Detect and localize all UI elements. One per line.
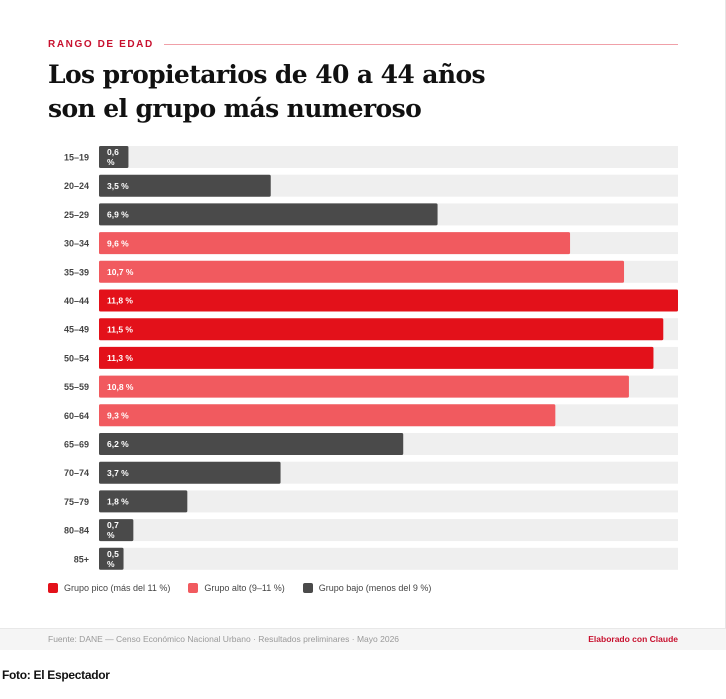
bar-65-69[interactable] — [99, 433, 404, 455]
bar-60-64[interactable] — [99, 404, 556, 427]
credit-link[interactable]: Elaborado con Claude — [588, 634, 678, 644]
bar-50-54[interactable] — [99, 346, 654, 369]
data-label-50-54: 11,3 % — [107, 353, 133, 363]
legend-label-bajo: Grupo bajo (menos del 9 %) — [318, 583, 432, 593]
category-label-60-64: 60–64 — [64, 411, 89, 421]
category-label-45-49: 45–49 — [64, 325, 89, 335]
data-label-15-19: 0,6% — [107, 147, 119, 167]
bar-15-19[interactable] — [99, 146, 129, 168]
chart-title: Los propietarios de 40 a 44 años son el … — [48, 58, 668, 126]
source-note: Fuente: DANE — Censo Económico Nacional … — [48, 634, 400, 644]
data-label-45-49: 11,5 % — [107, 324, 133, 334]
legend-swatch-pico — [48, 583, 58, 593]
kicker-divider — [163, 43, 678, 45]
category-label-65-69: 65–69 — [64, 440, 89, 450]
data-label-65-69: 6,2 % — [107, 439, 129, 449]
data-label-55-59: 10,8 % — [107, 382, 134, 392]
title-line-1: Los propietarios de 40 a 44 años — [48, 60, 486, 89]
bar-70-74[interactable] — [99, 461, 281, 484]
category-label-85plus: 85+ — [74, 554, 89, 564]
legend-label-pico: Grupo pico (más del 11 %) — [64, 583, 171, 593]
title-line-2: son el grupo más numeroso — [48, 94, 422, 123]
data-label-40-44: 11,8 % — [107, 296, 133, 306]
data-label-80-84: 0,7% — [107, 520, 119, 540]
category-label-40-44: 40–44 — [64, 296, 89, 306]
kicker-row: RANGO DE EDAD — [48, 37, 678, 51]
data-label-20-24: 3,5 % — [107, 181, 129, 191]
category-label-75-79: 75–79 — [64, 497, 89, 507]
photo-credit: Foto: El Espectador — [2, 668, 110, 682]
bar-80-84[interactable] — [99, 519, 134, 542]
data-label-60-64: 9,3 % — [107, 411, 129, 421]
bar-25-29[interactable] — [99, 203, 438, 226]
category-label-35-39: 35–39 — [64, 267, 89, 277]
category-label-55-59: 55–59 — [64, 382, 89, 392]
bar-35-39[interactable] — [99, 260, 625, 283]
bar-55-59[interactable] — [99, 375, 629, 398]
data-label-35-39: 10,7 % — [107, 267, 134, 277]
data-label-25-29: 6,9 % — [107, 210, 129, 220]
chart-card: RANGO DE EDAD Los propietarios de 40 a 4… — [0, 0, 726, 650]
bar-20-24[interactable] — [99, 174, 271, 197]
bar-track-75-79 — [99, 490, 678, 513]
legend-item-alto: Grupo alto (9–11 %) — [188, 583, 285, 593]
category-label-30-34: 30–34 — [64, 239, 89, 249]
category-label-80-84: 80–84 — [64, 526, 89, 536]
bar-30-34[interactable] — [99, 232, 571, 255]
legend-swatch-bajo — [302, 583, 313, 593]
footer: Fuente: DANE — Censo Económico Nacional … — [0, 628, 726, 650]
category-label-20-24: 20–24 — [64, 181, 89, 191]
data-label-70-74: 3,7 % — [107, 468, 129, 478]
data-label-75-79: 1,8 % — [107, 497, 129, 507]
data-label-85plus: 0,5% — [107, 549, 119, 569]
bar-track-15-19 — [99, 146, 678, 168]
legend-label-alto: Grupo alto (9–11 %) — [204, 583, 285, 593]
category-label-25-29: 25–29 — [64, 210, 89, 220]
data-label-30-34: 9,6 % — [107, 238, 129, 248]
legend-item-bajo: Grupo bajo (menos del 9 %) — [302, 583, 432, 593]
bar-track-85plus — [99, 547, 678, 570]
bar-track-80-84 — [99, 519, 678, 542]
legend-item-pico: Grupo pico (más del 11 %) — [48, 583, 170, 593]
bar-40-44[interactable] — [99, 289, 678, 312]
category-label-50-54: 50–54 — [64, 353, 89, 363]
bar-chart: 15–19 0,6 % 20–24 3,5 % 25–29 6,9 % 30–34 9,6 % 3… — [64, 146, 678, 570]
bar-85plus[interactable] — [99, 547, 124, 570]
kicker-label: RANGO DE EDAD — [48, 38, 154, 50]
legend-swatch-alto — [188, 583, 199, 593]
category-label-70-74: 70–74 — [64, 468, 89, 478]
category-label-15-19: 15–19 — [64, 153, 89, 163]
bar-75-79[interactable] — [99, 490, 188, 513]
bar-45-49[interactable] — [99, 318, 664, 341]
legend: Grupo pico (más del 11 %) Grupo alto (9–… — [48, 583, 449, 593]
